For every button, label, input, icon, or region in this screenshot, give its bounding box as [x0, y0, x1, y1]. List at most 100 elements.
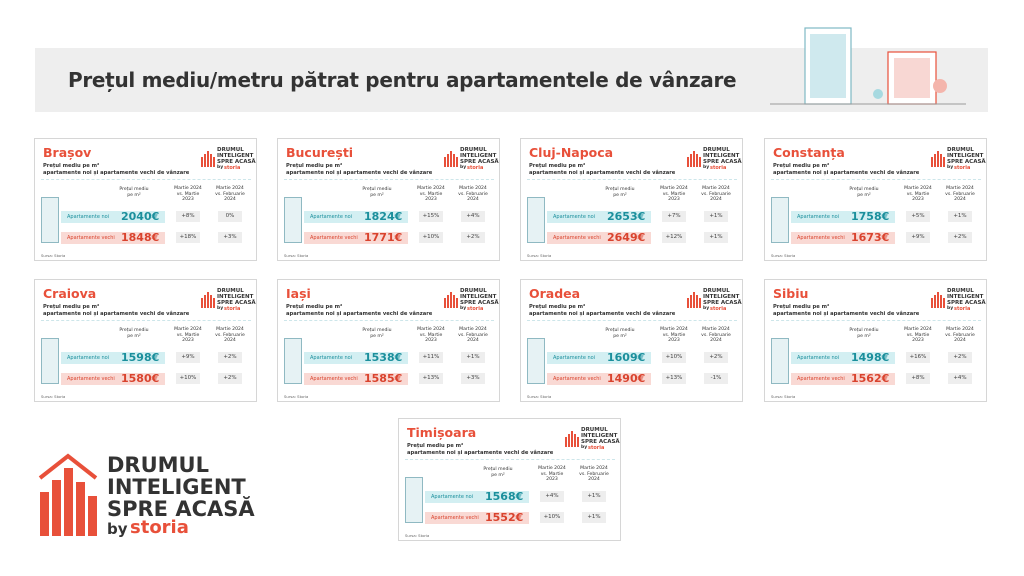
mini-logo-line: INTELIGENT — [947, 153, 984, 159]
city-name: București — [286, 145, 354, 160]
mini-logo-bar — [565, 437, 567, 447]
mini-logo-bar — [931, 157, 933, 167]
city-card: Oradea Prețul mediu pe m² apartamente noi … — [520, 279, 743, 402]
building — [405, 477, 423, 523]
mini-logo-line: INTELIGENT — [217, 153, 254, 159]
divider — [527, 179, 737, 180]
big-logo-line: SPRE ACASĂ — [107, 497, 255, 521]
source: Sursa: Storia — [41, 253, 66, 258]
row-label: Apartamente vechi — [431, 515, 479, 521]
pct-mom: 0% — [218, 211, 242, 222]
col-header: Martie 2024 vs. Februarie 2024 — [215, 186, 245, 202]
city-name: Oradea — [529, 286, 581, 301]
pct-mom: -1% — [704, 373, 728, 384]
card-subtitle: Prețul mediu pe m² — [529, 304, 586, 310]
pct-yoy: +10% — [176, 373, 200, 384]
building — [527, 338, 545, 384]
mini-logo-icon — [687, 290, 701, 308]
card-subtitle: apartamente noi și apartamente vechi de … — [43, 170, 190, 176]
mini-logo-icon — [931, 290, 945, 308]
pct-yoy: +15% — [419, 211, 443, 222]
price: 1609€ — [607, 351, 646, 364]
price: 1758€ — [851, 210, 890, 223]
mini-logo-bar — [937, 292, 939, 308]
source: Sursa: Storia — [771, 394, 796, 399]
pct-mom: +1% — [461, 352, 485, 363]
row-band — [425, 491, 529, 503]
card-subtitle: apartamente noi și apartamente vechi de … — [286, 170, 433, 176]
mini-logo-bar — [931, 298, 933, 308]
row-band — [791, 211, 895, 223]
card-subtitle: Prețul mediu pe m² — [43, 304, 100, 310]
card-subtitle: apartamente noi și apartamente vechi de … — [286, 311, 433, 317]
mini-logo-line: DRUMUL — [460, 147, 487, 153]
pct-mom: +2% — [704, 352, 728, 363]
pct-mom: +3% — [218, 232, 242, 243]
row-label: Apartamente vechi — [553, 376, 601, 382]
row-label: Apartamente noi — [67, 214, 110, 220]
col-header: Martie 2024 vs. Martie 2023 — [417, 186, 445, 202]
mini-logo-bar — [934, 295, 936, 308]
pct-yoy: +13% — [662, 373, 686, 384]
mini-logo-bar — [201, 298, 203, 308]
card-subtitle: apartamente noi și apartamente vechi de … — [43, 311, 190, 317]
row-band — [304, 211, 408, 223]
row-band — [61, 352, 165, 364]
pct-yoy: +10% — [540, 512, 564, 523]
col-header: Martie 2024 vs. Martie 2023 — [660, 327, 688, 343]
mini-logo-bar — [450, 151, 452, 167]
mini-logo-bar — [210, 154, 212, 167]
city-card: Cluj-Napoca Prețul mediu pe m² apartamente… — [520, 138, 743, 261]
big-logo-line: INTELIGENT — [107, 475, 246, 499]
mini-logo-line: SPRE ACASĂ — [217, 159, 256, 165]
col-header: Martie 2024 vs. Martie 2023 — [174, 186, 202, 202]
city-name: Cluj-Napoca — [529, 145, 614, 160]
mini-logo-brand: storia — [467, 305, 484, 312]
price: 1673€ — [851, 231, 890, 244]
mini-logo-icon — [201, 149, 215, 167]
city-card: București Prețul mediu pe m² apartamente n… — [277, 138, 500, 261]
source: Sursa: Storia — [527, 394, 552, 399]
mini-logo-line: SPRE ACASĂ — [460, 159, 499, 165]
mini-logo-line: DRUMUL — [703, 288, 730, 294]
pct-mom: +1% — [704, 232, 728, 243]
mini-logo-icon — [444, 149, 458, 167]
row-band — [304, 352, 408, 364]
row-band — [61, 211, 165, 223]
mini-logo-by: by — [947, 165, 954, 170]
mini-logo-icon — [444, 290, 458, 308]
price: 1824€ — [364, 210, 403, 223]
col-header: Martie 2024 vs. Martie 2023 — [904, 327, 932, 343]
mini-logo-line: INTELIGENT — [703, 294, 740, 300]
building — [284, 197, 302, 243]
mini-logo-brand: storia — [588, 444, 605, 451]
city-name: Craiova — [43, 286, 97, 301]
row-band — [547, 232, 651, 244]
city-name: Sibiu — [773, 286, 809, 301]
mini-logo-bar — [940, 295, 942, 308]
source: Sursa: Storia — [527, 253, 552, 258]
col-header: Prețul mediu pe m² — [362, 187, 392, 198]
pct-yoy: +8% — [176, 211, 200, 222]
mini-logo-line: INTELIGENT — [703, 153, 740, 159]
col-header: Martie 2024 vs. Februarie 2024 — [458, 327, 488, 343]
city-card: Craiova Prețul mediu pe m² apartamente noi… — [34, 279, 257, 402]
price: 2040€ — [121, 210, 160, 223]
pct-mom: +2% — [461, 232, 485, 243]
building — [41, 197, 59, 243]
col-header: Prețul mediu pe m² — [362, 328, 392, 339]
col-header: Prețul mediu pe m² — [483, 467, 513, 478]
row-band — [304, 373, 408, 385]
row-label: Apartamente vechi — [67, 235, 115, 241]
big-logo-line: DRUMUL — [107, 453, 209, 477]
mini-logo-bar — [456, 157, 458, 167]
mini-logo-line: SPRE ACASĂ — [217, 300, 256, 306]
pct-yoy: +5% — [906, 211, 930, 222]
mini-logo-brand: storia — [224, 164, 241, 171]
card-subtitle: Prețul mediu pe m² — [529, 163, 586, 169]
row-band — [304, 232, 408, 244]
mini-logo-icon — [687, 149, 701, 167]
pct-yoy: +10% — [419, 232, 443, 243]
pct-yoy: +4% — [540, 491, 564, 502]
mini-logo-brand: storia — [710, 164, 727, 171]
